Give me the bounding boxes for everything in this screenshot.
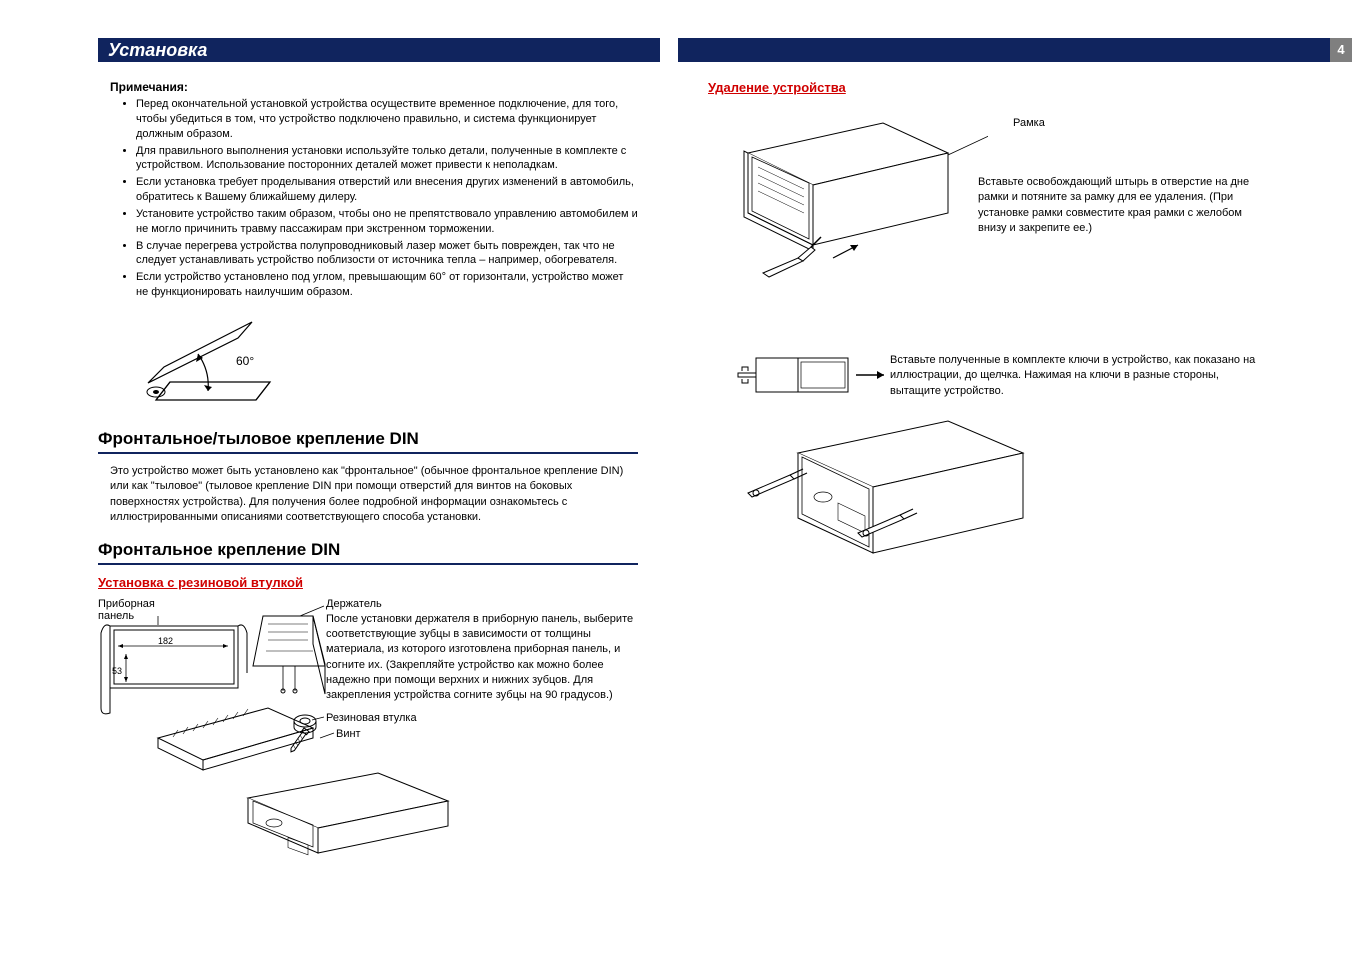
note-item: Установите устройство таким образом, что… xyxy=(136,207,638,237)
note-item: Если установка требует проделывания отве… xyxy=(136,175,638,205)
note-item: Перед окончательной установкой устройств… xyxy=(136,97,638,142)
right-column: Удаление устройства xyxy=(708,80,1268,593)
install-svg xyxy=(98,598,638,858)
note-item: Если устройство установлено под углом, п… xyxy=(136,270,638,300)
dim-width: 182 xyxy=(158,636,173,646)
heading-removal: Удаление устройства xyxy=(708,80,1268,95)
heading-din-mount: Фронтальное/тыловое крепление DIN xyxy=(98,429,638,454)
angle-label: 60° xyxy=(236,354,254,368)
title-gap xyxy=(660,38,678,62)
removal-figure: Рамка Вставьте освобождающий штырь в отв… xyxy=(708,103,1268,323)
title-bar: Установка xyxy=(98,38,1352,62)
keys-text: Вставьте полученные в комплекте ключи в … xyxy=(890,353,1265,399)
angle-svg xyxy=(138,310,328,415)
removal-svg xyxy=(708,103,988,323)
install-figure: Приборная панель Держатель После установ… xyxy=(98,598,638,858)
page-title: Установка xyxy=(98,38,660,62)
subheading-rubber: Установка с резиновой втулкой xyxy=(98,575,638,590)
keys-figure: Вставьте полученные в комплекте ключи в … xyxy=(708,353,1268,593)
title-stripe xyxy=(678,38,1352,62)
removal-text: Вставьте освобождающий штырь в отверстие… xyxy=(978,175,1268,237)
label-frame: Рамка xyxy=(1013,117,1045,129)
note-item: В случае перегрева устройства полупровод… xyxy=(136,239,638,269)
left-column: Примечания: Перед окончательной установк… xyxy=(98,80,638,858)
notes-heading: Примечания: xyxy=(110,80,638,94)
din-body-text: Это устройство может быть установлено ка… xyxy=(110,464,638,526)
page-number: 4 xyxy=(1330,38,1352,62)
angle-diagram: 60° xyxy=(138,310,328,415)
heading-front-din: Фронтальное крепление DIN xyxy=(98,540,638,565)
dim-height: 53 xyxy=(112,666,122,676)
note-item: Для правильного выполнения установки исп… xyxy=(136,144,638,174)
notes-list: Перед окончательной установкой устройств… xyxy=(136,97,638,300)
